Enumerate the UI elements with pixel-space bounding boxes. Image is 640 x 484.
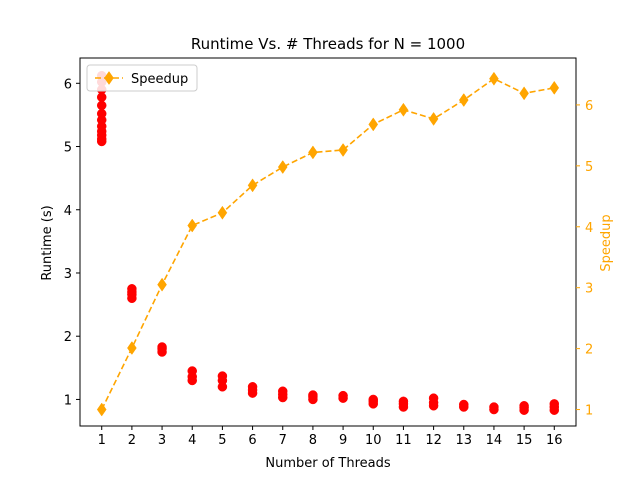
x-tick-label-12: 12 bbox=[425, 433, 442, 448]
runtime-point-51 bbox=[519, 401, 529, 411]
x-tick-label-1: 1 bbox=[98, 433, 106, 448]
y-right-tick-label-1: 1 bbox=[585, 404, 593, 419]
y-right-tick-label-2: 2 bbox=[585, 343, 593, 358]
x-axis-label: Number of Threads bbox=[265, 456, 390, 471]
y-right-tick-label-6: 6 bbox=[585, 99, 593, 114]
speedup-marker-8 bbox=[338, 143, 348, 157]
speedup-marker-15 bbox=[549, 80, 560, 95]
y-left-tick-label-3: 3 bbox=[64, 267, 72, 282]
x-tick-label-5: 5 bbox=[218, 433, 226, 448]
speedup-marker-10 bbox=[398, 102, 409, 117]
x-tick-label-2: 2 bbox=[128, 433, 136, 448]
y-left-tick-label-4: 4 bbox=[64, 204, 72, 219]
runtime-point-7 bbox=[96, 100, 107, 111]
runtime-point-46 bbox=[459, 399, 469, 410]
runtime-point-6 bbox=[96, 108, 107, 119]
x-tick-label-16: 16 bbox=[546, 433, 563, 448]
chart-title: Runtime Vs. # Threads for N = 1000 bbox=[191, 35, 465, 53]
x-tick-label-15: 15 bbox=[516, 433, 533, 448]
runtime-point-24 bbox=[217, 371, 228, 381]
speedup-marker-11 bbox=[428, 111, 439, 126]
x-tick-label-6: 6 bbox=[248, 433, 256, 448]
runtime-point-41 bbox=[398, 396, 409, 407]
y-left-tick-label-2: 2 bbox=[64, 330, 72, 345]
y-axis-right-label: Speedup bbox=[599, 214, 614, 271]
runtime-point-18 bbox=[157, 342, 167, 352]
x-tick-label-8: 8 bbox=[309, 433, 317, 448]
y-axis-left-label: Runtime (s) bbox=[40, 205, 55, 280]
runtime-point-30 bbox=[277, 386, 288, 396]
speedup-marker-4 bbox=[217, 205, 228, 220]
y-right-tick-label-5: 5 bbox=[585, 160, 593, 175]
runtime-point-44 bbox=[428, 393, 439, 403]
y-left-tick-label-6: 6 bbox=[64, 77, 72, 92]
y-left-tick-label-5: 5 bbox=[64, 141, 72, 156]
x-tick-label-4: 4 bbox=[188, 433, 196, 448]
runtime-point-35 bbox=[338, 390, 348, 401]
x-tick-label-11: 11 bbox=[395, 433, 412, 448]
y-right-tick-label-3: 3 bbox=[585, 282, 593, 297]
runtime-point-33 bbox=[308, 390, 318, 400]
legend-label-speedup: Speedup bbox=[131, 72, 188, 87]
x-tick-label-9: 9 bbox=[339, 433, 347, 448]
runtime-point-38 bbox=[368, 394, 379, 405]
runtime-point-15 bbox=[127, 284, 137, 294]
speedup-line bbox=[101, 77, 555, 410]
speedup-marker-3 bbox=[187, 218, 198, 233]
x-tick-label-13: 13 bbox=[455, 433, 472, 448]
runtime-point-54 bbox=[549, 399, 560, 409]
speedup-marker-5 bbox=[247, 178, 258, 193]
runtime-point-21 bbox=[187, 366, 197, 376]
legend-swatch-marker bbox=[104, 71, 114, 85]
x-tick-label-3: 3 bbox=[158, 433, 166, 448]
x-tick-label-14: 14 bbox=[486, 433, 503, 448]
speedup-marker-14 bbox=[519, 86, 529, 101]
speedup-marker-6 bbox=[277, 160, 288, 174]
x-tick-label-10: 10 bbox=[365, 433, 382, 448]
speedup-marker-1 bbox=[127, 341, 137, 355]
speedup-marker-2 bbox=[157, 277, 167, 292]
plot-layer: 1 2 3 4 5 6 7 8 9 10 11 12 13 14 15 16123456123456Speed… bbox=[64, 57, 593, 448]
y-left-tick-label-1: 1 bbox=[64, 393, 72, 408]
x-tick-label-7: 7 bbox=[279, 433, 287, 448]
speedup-marker-13 bbox=[489, 71, 499, 86]
speedup-marker-12 bbox=[458, 93, 469, 107]
legend-box bbox=[86, 64, 198, 92]
y-right-tick-label-4: 4 bbox=[585, 221, 593, 236]
speedup-marker-9 bbox=[368, 117, 379, 132]
runtime-point-27 bbox=[247, 382, 258, 392]
speedup-marker-7 bbox=[308, 145, 318, 160]
plot-frame bbox=[79, 57, 577, 427]
speedup-marker-0 bbox=[96, 402, 107, 417]
runtime-point-48 bbox=[489, 402, 499, 412]
